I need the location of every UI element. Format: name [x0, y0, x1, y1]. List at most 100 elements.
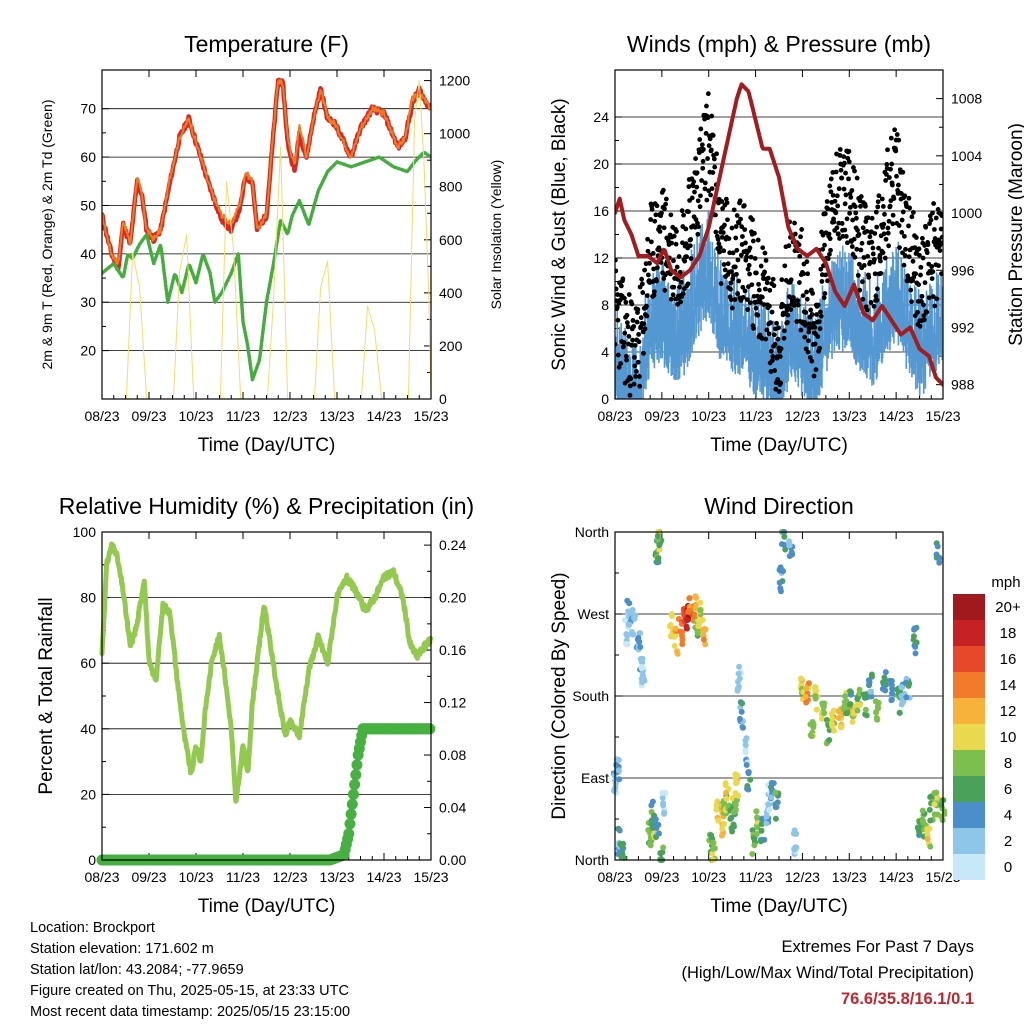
y-tick-label: 50 [80, 197, 96, 213]
gust-point [696, 224, 701, 230]
gust-point [778, 346, 784, 352]
gust-point [706, 143, 712, 149]
direction-point [835, 714, 842, 721]
gust-point [908, 287, 914, 293]
gust-point [808, 307, 814, 313]
direction-point [831, 727, 838, 734]
gust-point [839, 175, 845, 181]
x-tick-label: 15/23 [413, 869, 448, 885]
gust-point [617, 297, 623, 303]
gust-point [920, 255, 926, 261]
gust-point [615, 268, 619, 274]
direction-point [638, 657, 645, 664]
gust-point [852, 168, 857, 174]
direction-point [875, 705, 882, 712]
gust-point [720, 230, 726, 235]
y-axis-label: Direction (Colored By Speed) [549, 572, 570, 819]
pressure-line [615, 82, 943, 387]
direction-point [624, 597, 631, 604]
gust-point [791, 303, 797, 308]
direction-point [754, 824, 761, 831]
gust-point [873, 293, 879, 299]
gust-point [620, 276, 626, 282]
gust-point [869, 215, 875, 221]
direction-point [629, 606, 636, 613]
gust-point [937, 248, 943, 253]
x-tick-label: 11/23 [226, 408, 260, 424]
gust-point [836, 231, 841, 237]
gust-point [772, 341, 778, 347]
gust-point [820, 246, 826, 252]
direction-point [889, 690, 896, 697]
gust-point [806, 329, 812, 335]
gust-point [785, 319, 790, 325]
precip-marker [349, 779, 361, 791]
gust-point [621, 295, 627, 301]
x-tick-label: 12/23 [785, 408, 820, 424]
gust-point [660, 187, 666, 193]
gust-point [939, 213, 943, 218]
gust-point [909, 299, 914, 305]
legend-swatch [953, 828, 985, 854]
gust-point [868, 299, 874, 305]
series-group [96, 541, 436, 866]
direction-point [652, 816, 659, 823]
gust-point [857, 261, 862, 267]
direction-point [672, 625, 679, 632]
gust-point [932, 303, 938, 309]
y2-tick-label: 0.16 [439, 642, 466, 658]
direction-point [615, 767, 622, 774]
gust-point [763, 336, 769, 342]
gust-point [717, 245, 723, 250]
gust-point [636, 374, 642, 379]
gust-point [626, 334, 632, 339]
x-tick-label: 08/23 [597, 869, 632, 885]
x-axis-label: Time (Day/UTC) [710, 435, 848, 456]
y-tick-label: 70 [80, 101, 96, 117]
gust-point [810, 290, 815, 296]
gust-point [834, 225, 840, 231]
direction-point [810, 721, 817, 728]
gust-point [687, 243, 693, 249]
gust-point [818, 266, 824, 272]
direction-point [798, 675, 805, 682]
gust-point [805, 271, 811, 277]
gust-point [938, 226, 943, 232]
gust-point [694, 170, 700, 176]
direction-point [700, 636, 707, 643]
gust-point [896, 223, 902, 228]
gust-point [930, 210, 935, 216]
gust-point [900, 209, 906, 215]
gust-point [657, 229, 663, 234]
gust-point [642, 326, 648, 332]
gust-point [629, 342, 634, 348]
gust-point [858, 194, 864, 199]
direction-point [912, 650, 919, 657]
gust-point [771, 332, 777, 338]
gust-point [918, 264, 924, 270]
direction-point [854, 707, 861, 714]
gust-point [781, 335, 787, 341]
gust-point [853, 210, 859, 216]
gust-point [798, 234, 803, 240]
y-tick-label: South [572, 688, 609, 704]
gust-point [924, 250, 930, 256]
gust-point [632, 354, 637, 360]
gust-point [788, 277, 794, 283]
gust-point [704, 103, 709, 109]
gust-point [624, 312, 630, 318]
gust-point [825, 256, 831, 262]
gust-point [871, 303, 877, 309]
gust-point [872, 257, 877, 262]
gust-point [919, 235, 925, 241]
gust-point [773, 386, 779, 392]
direction-point [919, 807, 926, 814]
gust-point [876, 193, 882, 199]
x-tick-label: 11/23 [739, 869, 773, 885]
gust-point [681, 212, 686, 218]
figure-created: Figure created on Thu, 2025-05-15, at 23… [30, 983, 349, 999]
gust-point [632, 342, 638, 348]
direction-point [739, 723, 746, 730]
station-elevation: Station elevation: 171.602 m [30, 941, 214, 957]
gust-point [624, 320, 630, 326]
